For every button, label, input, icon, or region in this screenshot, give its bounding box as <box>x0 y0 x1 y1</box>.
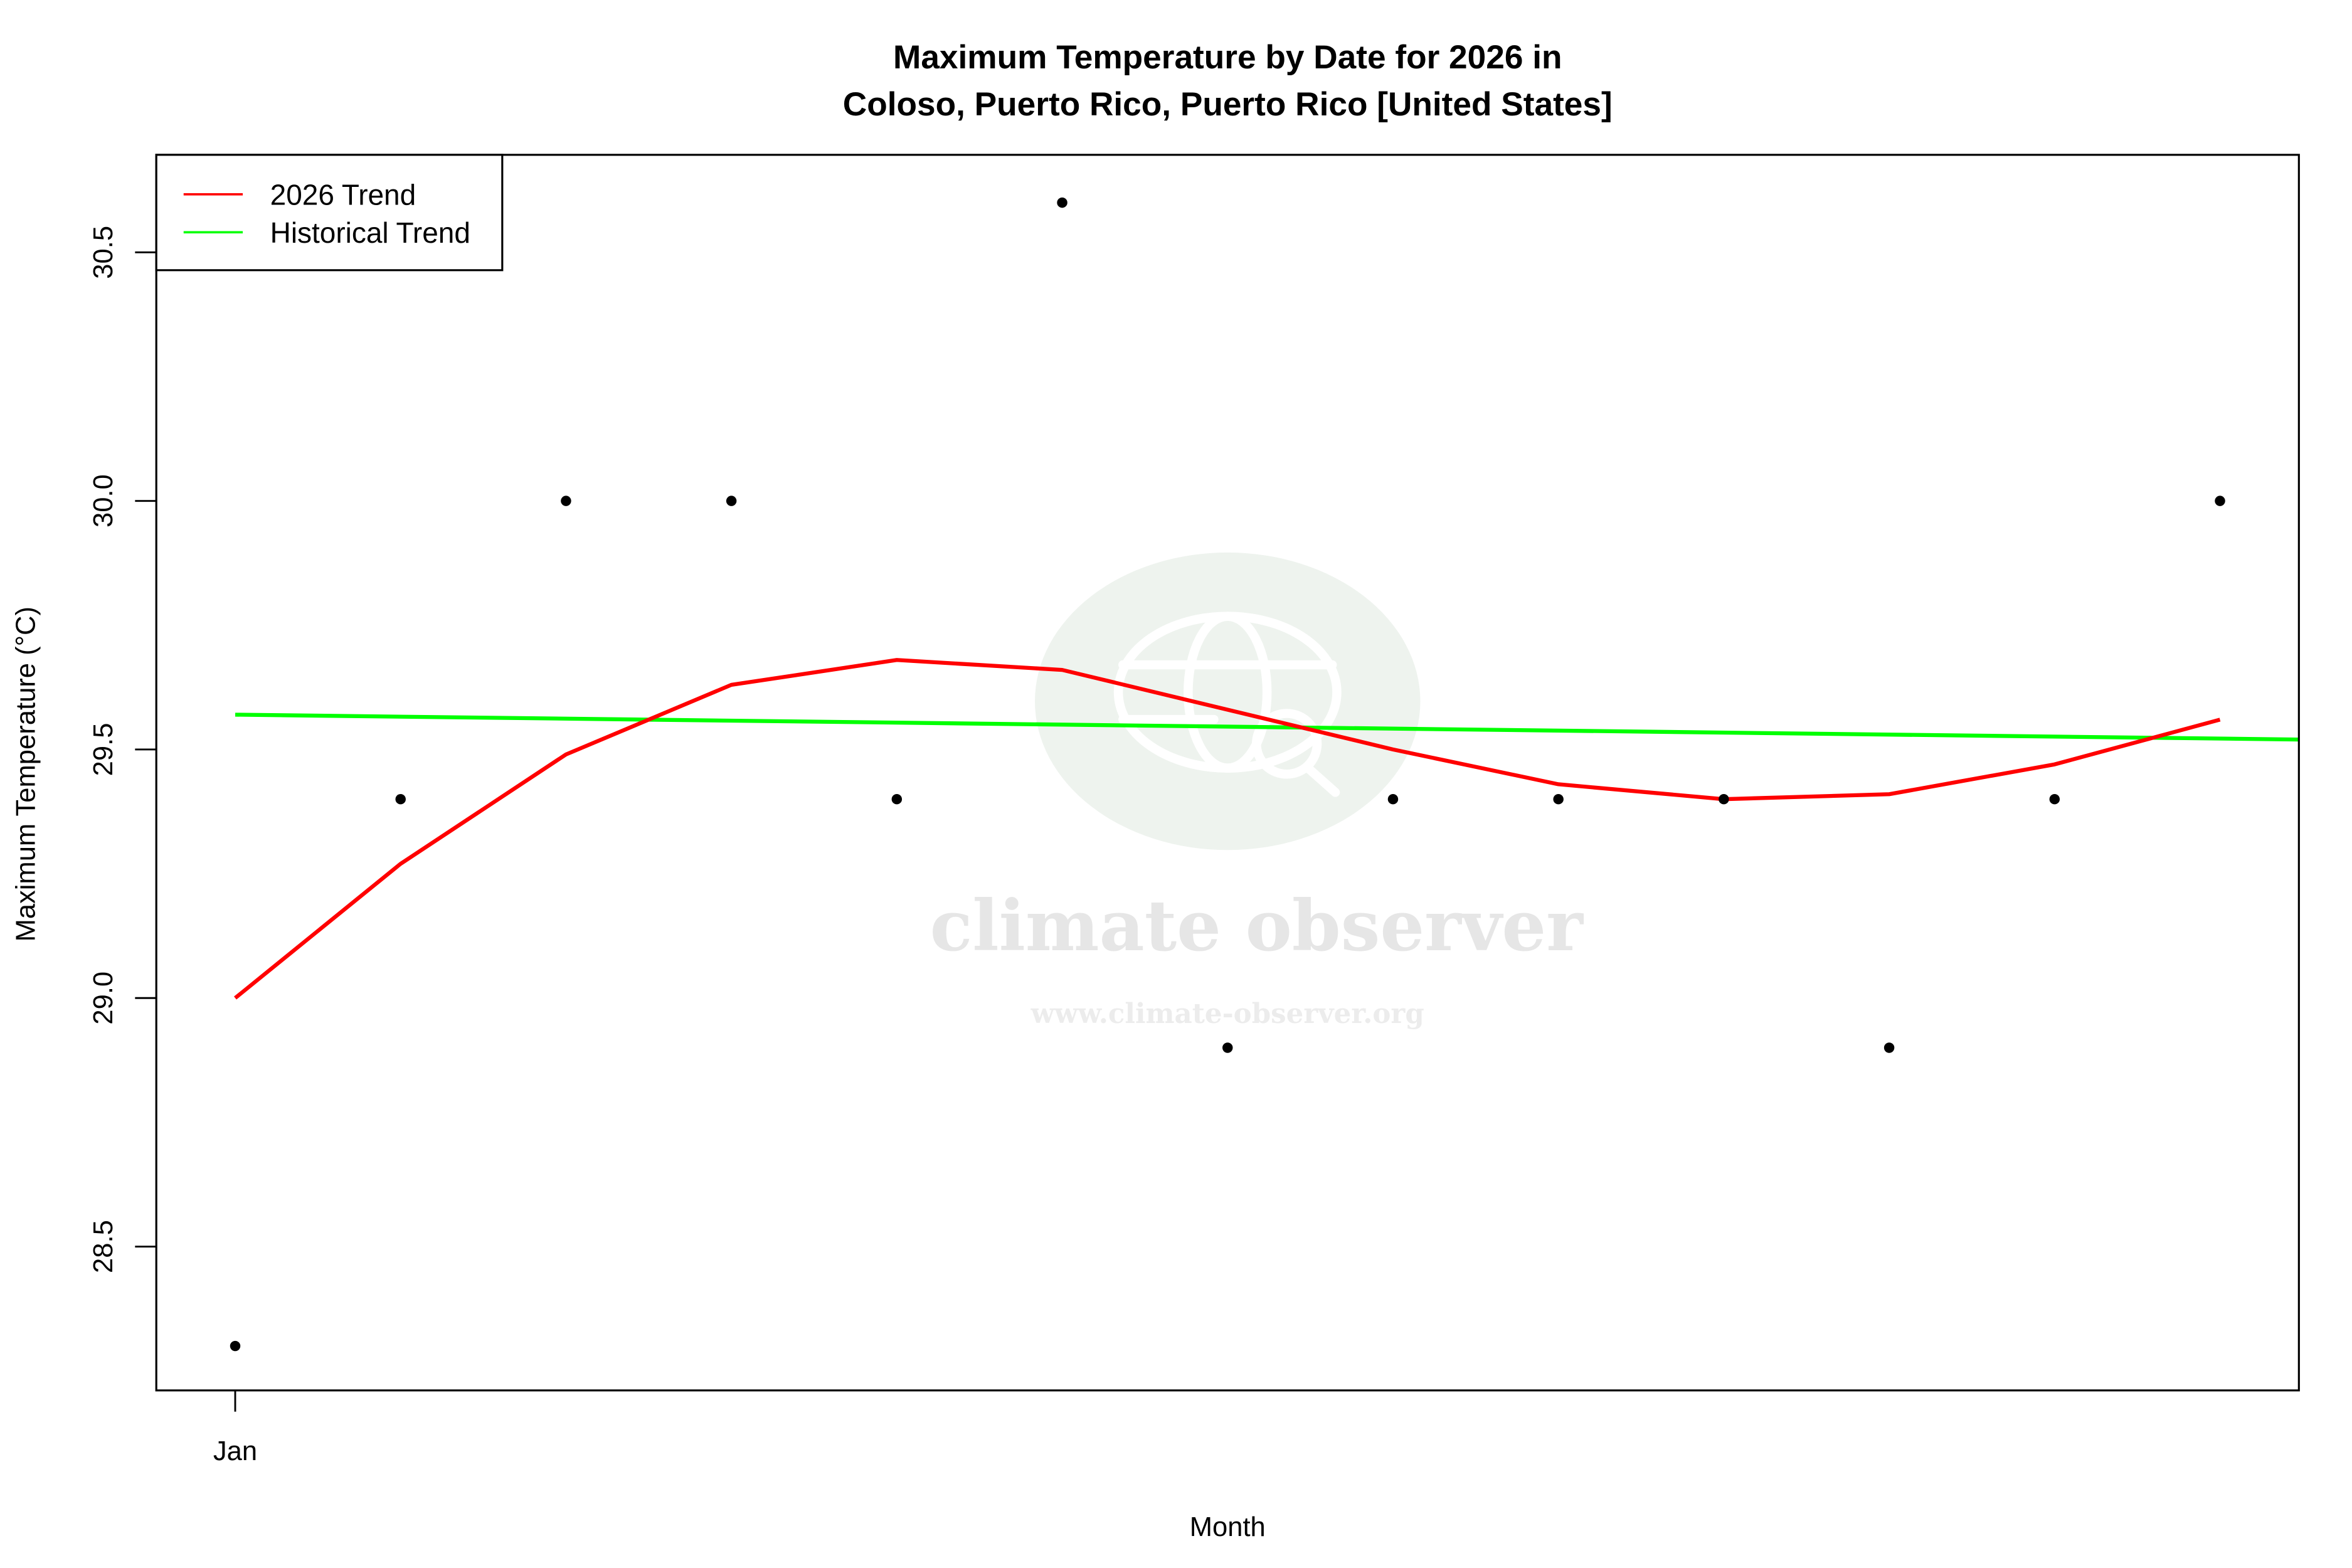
watermark-circle <box>1035 552 1421 850</box>
chart-title-line1: Maximum Temperature by Date for 2026 in <box>893 39 1562 76</box>
legend: 2026 Trend Historical Trend <box>155 154 504 272</box>
legend-label-2026-trend: 2026 Trend <box>270 179 416 211</box>
data-point <box>561 495 571 506</box>
data-point <box>1719 793 1729 805</box>
watermark: climate observer www.climate-observer.or… <box>930 552 1584 1030</box>
watermark-url: www.climate-observer.org <box>1030 998 1424 1030</box>
watermark-brand: climate observer <box>930 885 1584 967</box>
y-tick-label: 30.5 <box>88 226 119 279</box>
y-axis: 28.5 29.0 29.5 30.0 30.5 <box>88 226 157 1273</box>
y-axis-title: Maximum Temperature (°C) <box>11 607 41 942</box>
data-point <box>230 1340 241 1352</box>
data-point <box>891 793 903 805</box>
data-point <box>1883 1042 1895 1053</box>
legend-label-historical-trend: Historical Trend <box>270 216 470 249</box>
legend-box <box>155 154 504 272</box>
data-point <box>2215 495 2225 506</box>
data-point <box>395 793 406 805</box>
historical-trend-line <box>235 712 2299 742</box>
y-tick-label: 28.5 <box>88 1220 119 1273</box>
y-tick-label: 29.0 <box>88 972 119 1025</box>
data-point <box>726 495 737 506</box>
x-tick-label: Jan <box>213 1436 257 1466</box>
y-tick-label: 29.5 <box>88 723 119 776</box>
x-axis-title: Month <box>1190 1512 1266 1542</box>
data-point <box>2049 793 2060 805</box>
data-point <box>1553 793 1564 805</box>
plot-area <box>230 197 2299 1352</box>
data-point <box>1222 1042 1233 1053</box>
data-point <box>1057 197 1067 208</box>
data-point <box>1387 793 1399 805</box>
plot-frame <box>155 154 2300 1392</box>
x-axis: Jan <box>213 1390 257 1466</box>
y-tick-label: 30.0 <box>88 474 119 527</box>
trend-2026-line <box>234 658 2221 1000</box>
chart-title-line2: Coloso, Puerto Rico, Puerto Rico [United… <box>843 86 1613 123</box>
globe-search-icon <box>1113 612 1342 797</box>
